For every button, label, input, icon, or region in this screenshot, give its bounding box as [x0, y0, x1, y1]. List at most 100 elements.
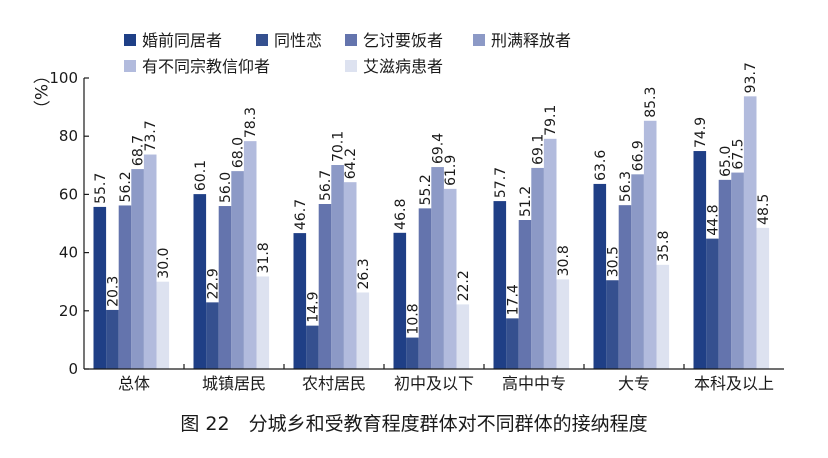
- bar: [693, 151, 707, 369]
- value-label: 55.7: [93, 173, 109, 204]
- value-label: 48.5: [756, 194, 772, 225]
- bar: [443, 188, 457, 369]
- x-tick-label: 总体: [118, 374, 150, 393]
- value-label: 31.8: [256, 242, 272, 273]
- bar: [293, 233, 307, 369]
- value-label: 57.7: [493, 167, 509, 198]
- y-tick-label: 40: [59, 244, 78, 262]
- bar: [618, 205, 632, 369]
- x-tick-label: 高中中专: [502, 374, 566, 393]
- value-label: 67.5: [731, 138, 747, 169]
- bar: [506, 318, 519, 369]
- bar: [156, 281, 170, 369]
- value-label: 63.6: [593, 150, 609, 181]
- value-label: 46.8: [393, 199, 409, 230]
- legend-label-3: 乞讨要饭者: [363, 31, 443, 50]
- value-label: 69.4: [431, 133, 447, 164]
- value-label: 17.4: [505, 284, 521, 315]
- value-label: 35.8: [656, 231, 672, 262]
- y-tick-label: 80: [59, 127, 78, 145]
- value-label: 85.3: [643, 87, 659, 118]
- y-axis: 0 20 40 60 80 100: [49, 69, 89, 378]
- value-labels: 55.7 20.3 56.2 68.773.7 30.0 60.1 22.9 56.0 68.0…: [93, 62, 772, 334]
- bar: [543, 138, 557, 369]
- legend-label-5: 有不同宗教信仰者: [142, 57, 270, 76]
- bar: [206, 302, 219, 369]
- bar: [93, 206, 107, 369]
- bar: [556, 279, 570, 369]
- bar: [118, 205, 132, 369]
- bar: [343, 182, 357, 369]
- legend-swatch-3: [345, 34, 357, 46]
- bar: [193, 194, 207, 369]
- value-label: 55.2: [418, 174, 434, 205]
- legend-swatch-1: [124, 34, 136, 46]
- bar: [143, 154, 157, 369]
- y-unit-label: （%）: [30, 67, 50, 117]
- value-label: 73.7: [143, 120, 159, 151]
- bar: [643, 120, 657, 369]
- bar: [131, 169, 144, 369]
- value-label: 56.0: [218, 172, 234, 203]
- value-label: 66.9: [631, 140, 647, 171]
- value-label: 14.9: [305, 291, 321, 322]
- value-label: 78.3: [243, 107, 259, 138]
- bar: [656, 264, 670, 369]
- y-tick-label: 0: [68, 360, 78, 378]
- value-label: 93.7: [743, 62, 759, 93]
- bar: [606, 280, 619, 369]
- value-label: 20.3: [105, 276, 121, 307]
- value-label: 70.1: [331, 131, 347, 162]
- x-tick-label: 农村居民: [302, 374, 366, 393]
- y-tick-label: 100: [49, 69, 78, 87]
- legend-swatch-2: [256, 34, 268, 46]
- bar: [431, 167, 444, 369]
- value-label: 65.0: [718, 146, 734, 177]
- y-tick-label: 60: [59, 185, 78, 203]
- bar: [631, 174, 644, 369]
- bar: [706, 238, 719, 369]
- legend-swatch-6: [345, 60, 357, 72]
- legend-label-1: 婚前同居者: [142, 31, 222, 50]
- x-tick-label: 本科及以上: [694, 374, 774, 393]
- bar: [218, 206, 232, 369]
- value-label: 46.7: [293, 199, 309, 230]
- value-label: 26.3: [356, 258, 372, 289]
- bar: [418, 208, 432, 369]
- value-label: 44.8: [705, 204, 721, 235]
- value-label: 74.9: [693, 117, 709, 148]
- bar: [718, 179, 732, 369]
- legend-label-6: 艾滋病患者: [363, 57, 443, 76]
- legend-swatch-4: [473, 34, 485, 46]
- bar: [531, 167, 544, 369]
- bar: [518, 220, 532, 369]
- y-tick-label: 20: [59, 302, 78, 320]
- x-axis: 总体 城镇居民 农村居民 初中及以下 高中中专 大专 本科及以上: [84, 364, 784, 393]
- value-label: 69.1: [531, 134, 547, 165]
- bars: [93, 96, 770, 369]
- bar: [756, 227, 770, 369]
- value-label: 56.2: [118, 171, 134, 202]
- bar: [406, 337, 419, 369]
- legend-swatch-5: [124, 60, 136, 72]
- value-label: 60.1: [193, 160, 209, 191]
- value-label: 56.3: [618, 171, 634, 202]
- bar: [493, 201, 507, 369]
- legend-label-4: 刑满释放者: [491, 31, 571, 50]
- value-label: 10.8: [405, 303, 421, 334]
- bar: [356, 292, 370, 369]
- value-label: 64.2: [343, 148, 359, 179]
- value-label: 22.9: [205, 268, 221, 299]
- bar: [743, 96, 757, 369]
- x-tick-label: 大专: [618, 374, 650, 393]
- value-label: 51.2: [518, 186, 534, 217]
- value-label: 30.8: [556, 245, 572, 276]
- bar: [243, 141, 257, 369]
- value-label: 79.1: [543, 105, 559, 136]
- bar: [256, 276, 270, 369]
- bar: [231, 171, 244, 369]
- legend-label-2: 同性恋: [274, 31, 322, 50]
- value-label: 68.0: [231, 137, 247, 168]
